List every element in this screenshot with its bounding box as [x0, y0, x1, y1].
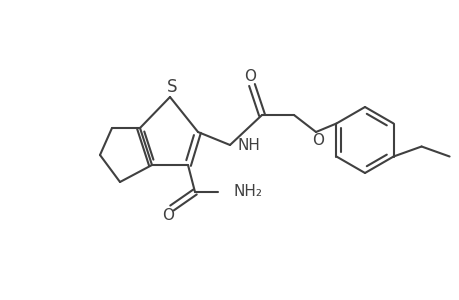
Text: NH: NH [237, 137, 260, 152]
Text: NH₂: NH₂ [234, 184, 263, 200]
Text: O: O [162, 208, 174, 224]
Text: O: O [311, 133, 323, 148]
Text: S: S [166, 78, 177, 96]
Text: O: O [243, 68, 256, 83]
